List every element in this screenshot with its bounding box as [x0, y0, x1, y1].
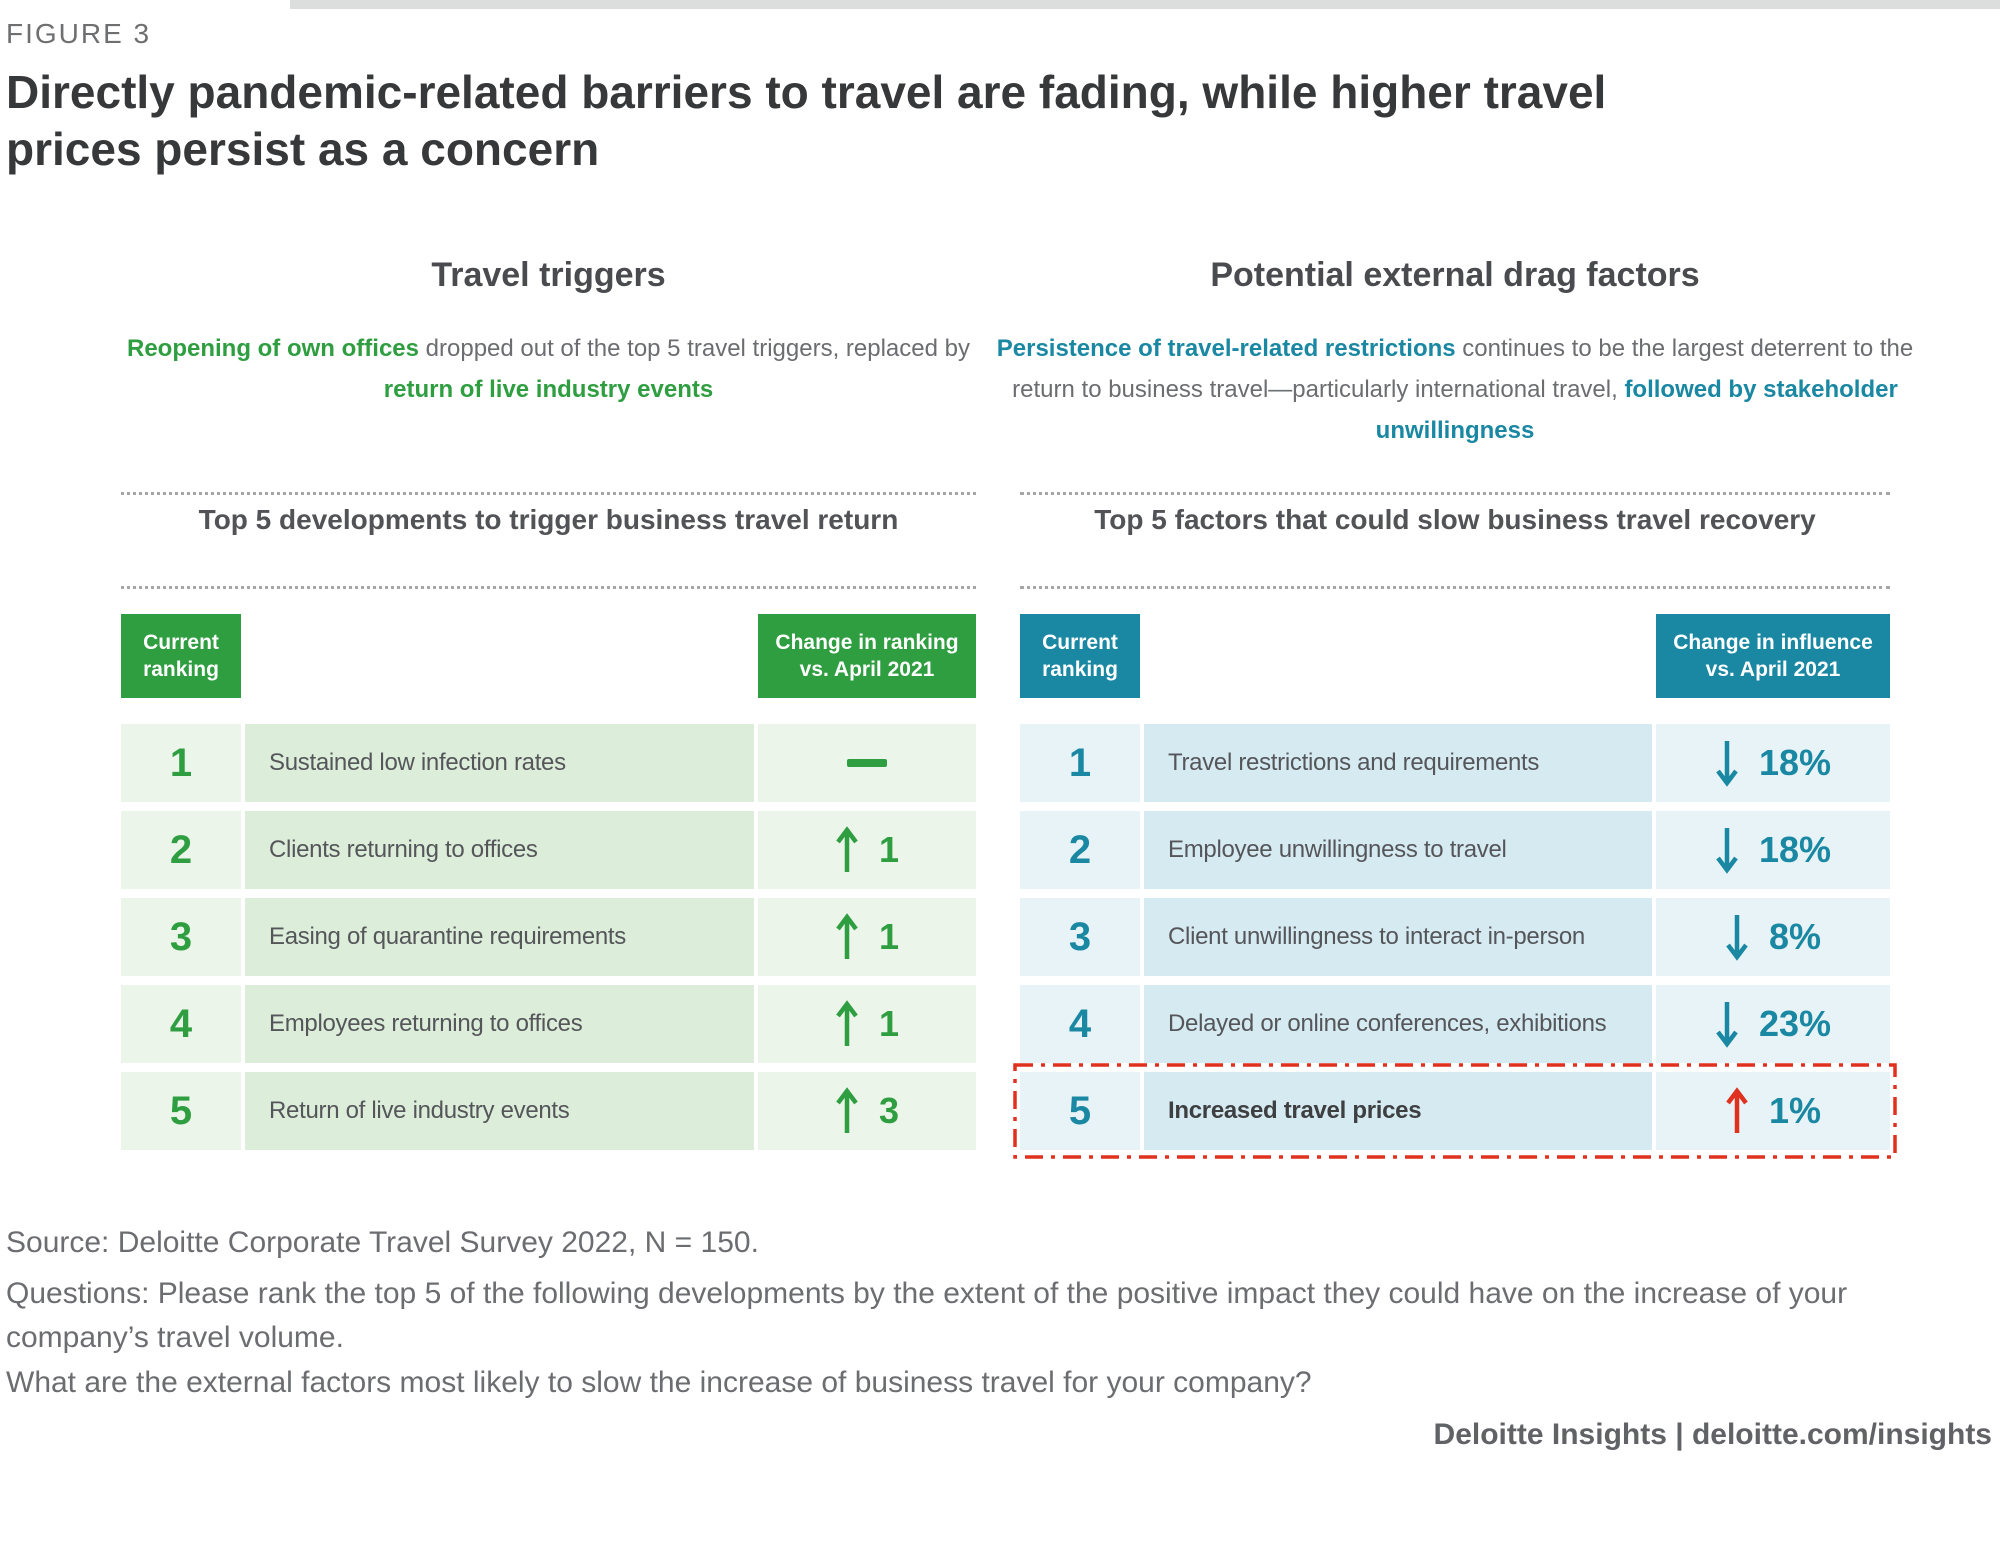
source-note: Source: Deloitte Corporate Travel Survey…	[6, 1226, 759, 1259]
figure-title-line-1: Directly pandemic-related barriers to tr…	[6, 66, 1607, 118]
up-arrow-icon	[1726, 1087, 1748, 1133]
down-arrow-icon	[1716, 1002, 1738, 1048]
rank-cell: 2	[1020, 811, 1140, 889]
figure-title-line-2: prices persist as a concern	[6, 123, 600, 175]
question2-note: What are the external factors most likel…	[6, 1366, 1312, 1399]
intro-accent-restrictions: Persistence of travel-related restrictio…	[996, 335, 1456, 362]
rank-cell: 2	[121, 811, 241, 889]
column-heading-travel-triggers: Travel triggers	[431, 256, 666, 294]
rank-cell: 3	[1020, 898, 1140, 976]
rank-cell: 5	[1020, 1072, 1140, 1150]
travel-triggers-column: Travel triggers Reopening of own offices…	[121, 256, 976, 1161]
rank-cell: 4	[1020, 985, 1140, 1063]
change-cell: 1	[758, 811, 976, 889]
up-arrow-icon	[836, 826, 858, 872]
figure-label: FIGURE 3	[6, 18, 152, 49]
down-arrow-icon	[1716, 828, 1738, 874]
column-heading-drag-factors: Potential external drag factors	[1210, 256, 1700, 294]
drag-factors-table: 1 Travel restrictions and requirements 1…	[1013, 724, 1897, 1159]
top-divider	[290, 0, 2000, 9]
change-cell: 3	[758, 1072, 976, 1150]
change-in-ranking-header: Change in ranking vs. April 2021	[758, 614, 976, 698]
travel-triggers-table: 1 Sustained low infection rates 2 Client…	[121, 724, 976, 1159]
change-cell: 23%	[1656, 985, 1890, 1063]
table-subtitle-left: Top 5 developments to trigger business t…	[198, 504, 899, 535]
change-cell	[758, 724, 976, 802]
rank-cell: 5	[121, 1072, 241, 1150]
change-cell: 18%	[1656, 724, 1890, 802]
intro-plain-text: dropped out of the top 5 travel triggers…	[418, 335, 970, 362]
dotted-divider	[1020, 492, 1890, 495]
label-cell: Return of live industry events	[245, 1072, 754, 1150]
current-ranking-header: Current ranking	[121, 614, 241, 698]
up-arrow-icon	[836, 913, 858, 959]
label-cell: Increased travel prices	[1144, 1072, 1652, 1150]
table-row: 1 Travel restrictions and requirements 1…	[1020, 724, 1890, 802]
label-cell: Travel restrictions and requirements	[1144, 724, 1652, 802]
rank-cell: 1	[1020, 724, 1140, 802]
label-cell: Delayed or online conferences, exhibitio…	[1144, 985, 1652, 1063]
change-cell: 1	[758, 985, 976, 1063]
change-cell: 8%	[1656, 898, 1890, 976]
label-cell: Employees returning to offices	[245, 985, 754, 1063]
label-cell: Easing of quarantine requirements	[245, 898, 754, 976]
intro-accent-reopening: Reopening of own offices	[126, 335, 419, 362]
rank-cell: 4	[121, 985, 241, 1063]
table-row: 3 Client unwillingness to interact in-pe…	[1020, 898, 1890, 976]
travel-triggers-intro: Reopening of own offices dropped out of …	[91, 328, 1006, 410]
change-cell: 1	[758, 898, 976, 976]
down-arrow-icon	[1726, 915, 1748, 961]
rank-cell: 3	[121, 898, 241, 976]
table-row-highlighted: 5 Increased travel prices 1%	[1013, 1063, 1897, 1159]
label-cell: Clients returning to offices	[245, 811, 754, 889]
down-arrow-icon	[1716, 741, 1738, 787]
intro-accent-stakeholder: followed by stakeholder unwillingness	[1375, 376, 1898, 444]
change-cell: 1%	[1656, 1072, 1890, 1150]
table-row: 3 Easing of quarantine requirements 1	[121, 898, 976, 976]
table-row: 2 Employee unwillingness to travel 18%	[1020, 811, 1890, 889]
questions-note: Questions: Please rank the top 5 of the …	[6, 1277, 1848, 1354]
drag-factors-column: Potential external drag factors Persiste…	[997, 256, 1913, 1161]
dotted-divider	[1020, 586, 1890, 589]
label-cell: Employee unwillingness to travel	[1144, 811, 1652, 889]
deloitte-insights-attribution: Deloitte Insights | deloitte.com/insight…	[1433, 1418, 1992, 1451]
table-row: 2 Clients returning to offices 1	[121, 811, 976, 889]
drag-factors-intro: Persistence of travel-related restrictio…	[990, 328, 1920, 451]
dotted-divider	[121, 492, 976, 495]
table-row: 4 Employees returning to offices 1	[121, 985, 976, 1063]
table-row: 4 Delayed or online conferences, exhibit…	[1020, 985, 1890, 1063]
label-cell: Sustained low infection rates	[245, 724, 754, 802]
change-in-influence-header: Change in influence vs. April 2021	[1656, 614, 1890, 698]
table-row: 1 Sustained low infection rates	[121, 724, 976, 802]
dotted-divider	[121, 586, 976, 589]
up-arrow-icon	[836, 1087, 858, 1133]
intro-plain-text: continues to be the largest deterrent to…	[1012, 335, 1914, 403]
intro-accent-live-events: return of live industry events	[383, 376, 714, 403]
change-cell: 18%	[1656, 811, 1890, 889]
table-row: 5 Return of live industry events 3	[121, 1072, 976, 1150]
label-cell: Client unwillingness to interact in-pers…	[1144, 898, 1652, 976]
current-ranking-header: Current ranking	[1020, 614, 1140, 698]
rank-cell: 1	[121, 724, 241, 802]
figure-title: Directly pandemic-related barriers to tr…	[6, 64, 1606, 178]
table-subtitle-right: Top 5 factors that could slow business t…	[1094, 504, 1816, 535]
up-arrow-icon	[836, 1000, 858, 1046]
no-change-dash-icon	[847, 759, 887, 767]
